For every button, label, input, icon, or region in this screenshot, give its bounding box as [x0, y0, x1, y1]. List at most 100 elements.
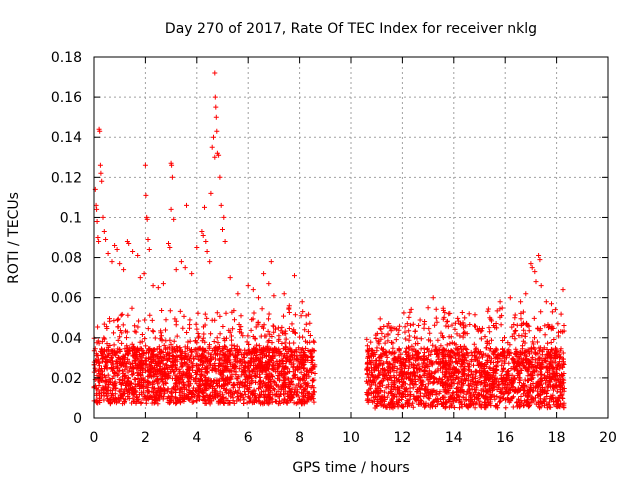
- data-point: [433, 397, 439, 402]
- data-point: [539, 381, 545, 387]
- data-point: [241, 401, 247, 406]
- data-point: [447, 398, 453, 404]
- data-point: [212, 366, 218, 372]
- data-point: [288, 359, 294, 365]
- data-point: [417, 393, 423, 399]
- data-point: [486, 325, 492, 331]
- data-point: [557, 386, 563, 392]
- data-point: [234, 353, 240, 359]
- data-point: [382, 350, 388, 356]
- data-point: [447, 394, 453, 400]
- data-point: [274, 358, 280, 364]
- data-point: [560, 364, 566, 370]
- data-point: [426, 363, 432, 369]
- data-point: [384, 394, 390, 400]
- data-point: [489, 318, 494, 324]
- data-point: [297, 377, 303, 383]
- data-point: [130, 388, 135, 394]
- data-point: [264, 346, 270, 352]
- data-point: [312, 371, 318, 376]
- data-point: [445, 318, 450, 324]
- data-point: [286, 310, 292, 315]
- data-point: [505, 369, 511, 375]
- data-point: [379, 345, 384, 351]
- data-point: [478, 387, 484, 393]
- data-point: [214, 377, 220, 383]
- data-point: [174, 333, 180, 339]
- data-point: [417, 373, 423, 379]
- y-tick-label: 0.08: [51, 251, 82, 267]
- data-point: [369, 365, 374, 371]
- data-point: [494, 308, 500, 314]
- data-point: [195, 346, 201, 352]
- data-point: [385, 401, 391, 407]
- data-point: [113, 352, 119, 358]
- data-point: [448, 359, 454, 365]
- data-point: [183, 393, 189, 399]
- data-point: [151, 348, 157, 354]
- data-point: [416, 350, 421, 356]
- data-point: [472, 353, 478, 359]
- data-point: [491, 384, 496, 390]
- data-point: [457, 333, 463, 339]
- data-point: [261, 322, 267, 328]
- data-point: [237, 327, 243, 332]
- data-point: [148, 360, 154, 366]
- data-point: [122, 373, 127, 379]
- data-point: [483, 384, 489, 390]
- data-point: [378, 326, 384, 332]
- data-point: [530, 341, 536, 347]
- data-point: [402, 324, 408, 330]
- data-point: [377, 325, 383, 331]
- data-point: [267, 370, 273, 376]
- data-point: [541, 398, 547, 404]
- data-point: [544, 347, 550, 352]
- data-point: [293, 347, 299, 353]
- data-point: [303, 338, 308, 344]
- data-point: [184, 330, 190, 335]
- data-point: [286, 326, 292, 331]
- data-point: [522, 377, 528, 383]
- data-point: [539, 352, 545, 358]
- data-point: [493, 354, 499, 360]
- data-point: [560, 350, 566, 356]
- data-point: [219, 391, 225, 397]
- data-point: [108, 354, 114, 360]
- data-point: [367, 378, 373, 384]
- data-point: [483, 393, 489, 399]
- data-point: [266, 399, 272, 405]
- data-point: [141, 380, 147, 386]
- data-point: [173, 322, 179, 328]
- data-point: [366, 374, 372, 380]
- data-point: [218, 371, 224, 377]
- data-point: [290, 364, 296, 370]
- data-point: [526, 404, 532, 410]
- data-point: [493, 403, 499, 408]
- chart-title: Day 270 of 2017, Rate Of TEC Index for r…: [165, 21, 537, 37]
- data-point: [401, 380, 407, 385]
- data-point: [253, 366, 259, 372]
- data-point: [439, 401, 445, 407]
- data-point: [550, 365, 556, 371]
- data-point: [482, 383, 488, 389]
- data-point: [142, 393, 148, 399]
- data-point: [209, 368, 215, 373]
- data-point: [212, 94, 218, 100]
- data-point: [99, 347, 105, 353]
- data-point: [244, 400, 250, 406]
- y-tick-label: 0.1: [60, 210, 82, 226]
- data-point: [159, 349, 165, 355]
- data-point: [174, 344, 180, 350]
- data-point: [531, 385, 537, 391]
- data-point: [425, 370, 431, 376]
- data-point: [544, 405, 550, 411]
- data-point: [172, 316, 178, 322]
- data-point: [122, 346, 128, 352]
- data-point: [545, 340, 551, 346]
- data-point: [222, 239, 228, 244]
- data-point: [393, 356, 399, 362]
- data-point: [530, 381, 536, 386]
- data-point: [512, 315, 518, 321]
- data-point: [534, 339, 540, 345]
- data-point: [368, 390, 374, 396]
